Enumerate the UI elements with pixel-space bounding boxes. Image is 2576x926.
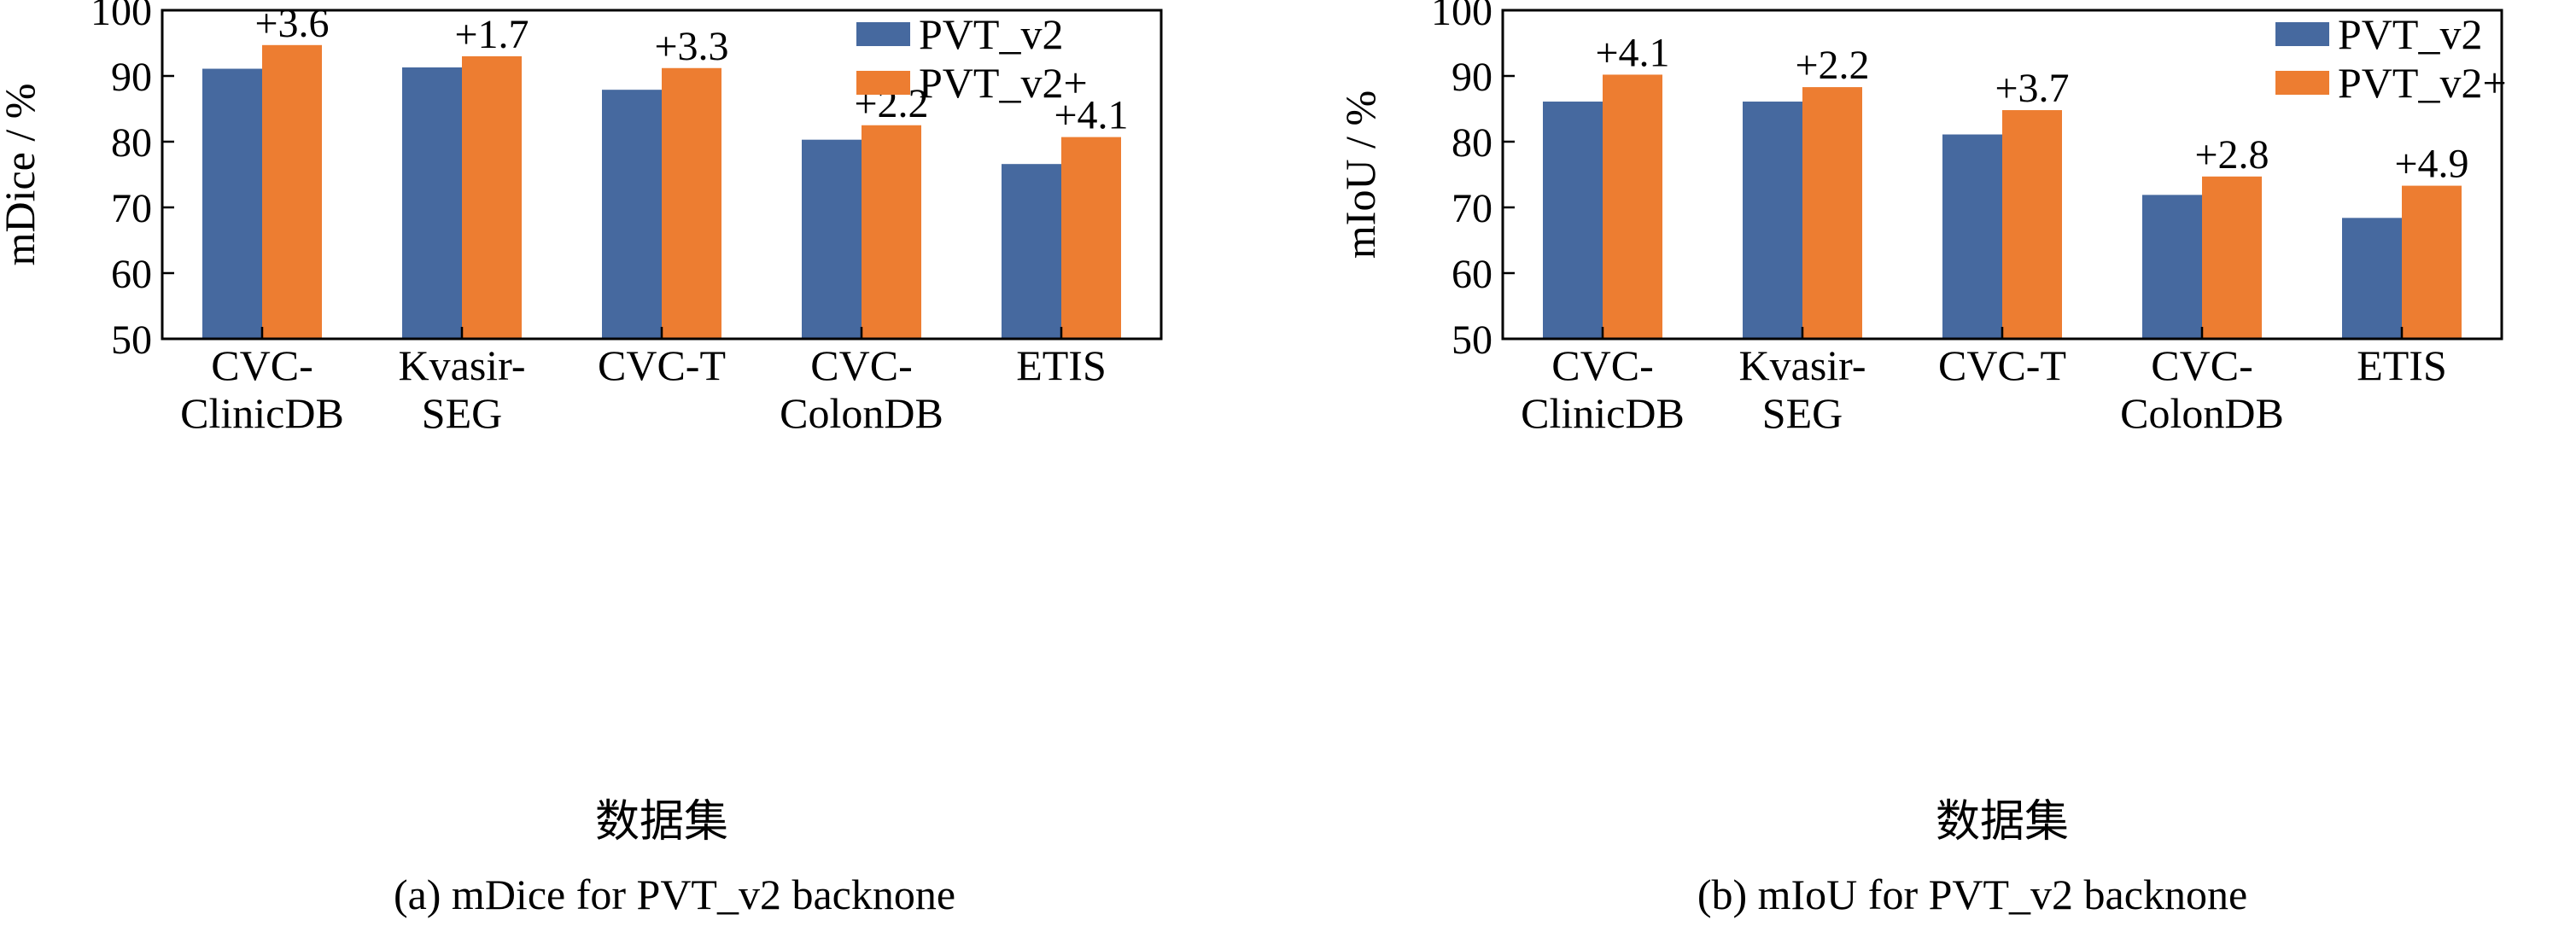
x-tick-label: CVC-: [810, 341, 912, 389]
x-tick-label: Kvasir-: [1739, 341, 1866, 389]
bar-pvt-v2-1: [402, 67, 462, 340]
x-tick-label: ETIS: [2357, 341, 2447, 389]
y-tick-label: 100: [91, 0, 152, 34]
bar-pvt-v2-1: [1743, 102, 1802, 339]
x-tick-label: ClinicDB: [180, 389, 344, 437]
chart-panel-miou: +4.1CVC-ClinicDB+2.2Kvasir-SEG+3.7CVC-T+…: [1336, 0, 2507, 918]
bar-pvt-v2-3: [2142, 195, 2202, 339]
bar-pvt-v2-4: [2342, 218, 2402, 339]
x-tick-label: SEG: [1762, 389, 1843, 437]
data-label-delta: +4.1: [1054, 93, 1128, 138]
legend-label: PVT_v2: [2338, 10, 2482, 58]
x-axis-label: 数据集: [1936, 798, 2069, 847]
data-label-delta: +1.7: [454, 12, 529, 57]
plot-frame: [161, 9, 1163, 341]
bar-pvt-v2-4: [1002, 164, 1061, 339]
y-axis-label: mIoU / %: [1336, 90, 1384, 259]
data-label-delta: +2.2: [1795, 43, 1869, 88]
y-tick-label: 60: [111, 252, 152, 297]
x-tick-label: CVC-T: [1938, 341, 2066, 389]
bar-pvt-v2-3: [802, 139, 862, 339]
bar-pvt-v2-plus-3: [2202, 176, 2262, 339]
x-tick-label: CVC-T: [598, 341, 726, 389]
y-tick-label: 70: [111, 186, 152, 231]
plot-frame: [1501, 9, 2503, 341]
y-tick-label: 50: [111, 317, 152, 363]
y-tick-label: 90: [1452, 55, 1492, 100]
chart-caption: (b) mIoU for PVT_v2 backnone: [1697, 871, 2247, 918]
bar-pvt-v2-plus-4: [2402, 185, 2462, 339]
y-tick-label: 80: [111, 120, 152, 166]
x-tick-label: CVC-: [211, 341, 313, 389]
data-label-delta: +3.6: [254, 1, 329, 46]
bar-pvt-v2-plus-3: [862, 125, 921, 339]
bar-pvt-v2-plus-4: [1061, 137, 1121, 339]
legend-swatch: [2275, 71, 2329, 95]
data-label-delta: +3.7: [1995, 66, 2069, 111]
bar-pvt-v2-plus-2: [662, 67, 721, 339]
bar-pvt-v2-2: [602, 90, 662, 340]
y-axis-label: mDice / %: [0, 84, 44, 266]
y-tick-label: 90: [111, 55, 152, 100]
data-label-delta: +3.3: [654, 24, 728, 69]
bar-pvt-v2-0: [1543, 102, 1603, 339]
chart-caption: (a) mDice for PVT_v2 backnone: [394, 871, 955, 918]
bar-pvt-v2-plus-1: [1802, 87, 1862, 339]
legend-swatch: [856, 22, 910, 46]
legend-label: PVT_v2+: [2338, 59, 2507, 107]
x-tick-label: ColonDB: [2120, 389, 2284, 437]
bar-pvt-v2-plus-2: [2002, 110, 2062, 340]
y-tick-label: 70: [1452, 186, 1492, 231]
bar-pvt-v2-plus-0: [262, 44, 322, 340]
x-tick-label: Kvasir-: [399, 341, 526, 389]
data-label-delta: +4.9: [2394, 142, 2468, 187]
bar-pvt-v2-plus-0: [1603, 74, 1662, 340]
x-tick-label: ColonDB: [780, 389, 943, 437]
bar-pvt-v2-plus-1: [462, 55, 522, 340]
data-label-delta: +2.8: [2194, 132, 2269, 178]
x-axis-label: 数据集: [595, 798, 728, 847]
y-tick-label: 50: [1452, 317, 1492, 363]
y-tick-label: 80: [1452, 120, 1492, 166]
y-tick-label: 100: [1431, 0, 1492, 34]
legend-swatch: [856, 71, 910, 95]
x-tick-label: CVC-: [1551, 341, 1653, 389]
chart-panel-mdice: +3.6CVC-ClinicDB+1.7Kvasir-SEG+3.3CVC-T+…: [0, 0, 1163, 918]
bar-pvt-v2-2: [1942, 134, 2002, 339]
x-tick-label: CVC-: [2151, 341, 2252, 389]
x-tick-label: SEG: [422, 389, 502, 437]
legend-label: PVT_v2: [919, 10, 1063, 58]
y-tick-label: 60: [1452, 252, 1492, 297]
bar-pvt-v2-0: [202, 68, 262, 339]
legend-swatch: [2275, 22, 2329, 46]
x-tick-label: ETIS: [1016, 341, 1107, 389]
data-label-delta: +4.1: [1595, 30, 1669, 75]
x-tick-label: ClinicDB: [1521, 389, 1685, 437]
legend-label: PVT_v2+: [919, 59, 1088, 107]
